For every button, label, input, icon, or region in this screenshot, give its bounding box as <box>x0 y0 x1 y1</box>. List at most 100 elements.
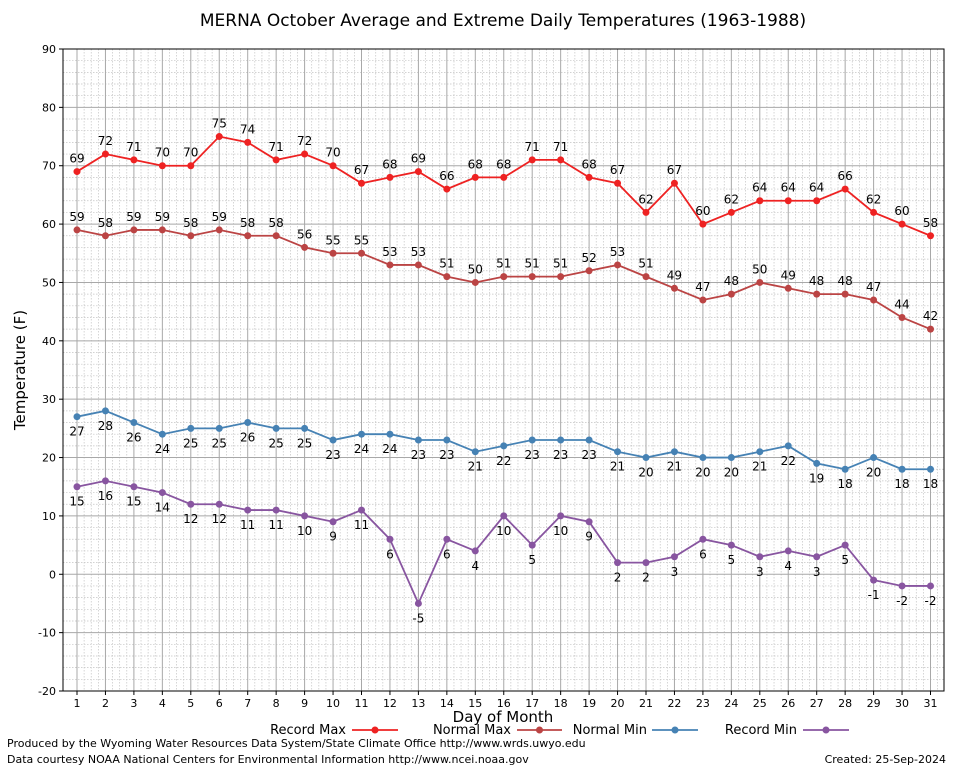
normal-min-point <box>670 448 678 456</box>
normal-min-point <box>130 419 138 427</box>
record-max-data-label: 64 <box>809 181 824 195</box>
record-max-point <box>870 208 878 216</box>
y-axis-label: Temperature (F) <box>11 310 29 431</box>
normal-max-point <box>813 290 821 298</box>
record-min-point <box>272 506 280 514</box>
record-max-point <box>614 179 622 187</box>
record-min-data-label: 5 <box>841 553 849 567</box>
legend-label-normal-max: Normal Max <box>433 723 511 738</box>
record-max-data-label: 74 <box>240 122 255 136</box>
normal-max-data-label: 47 <box>866 280 881 294</box>
normal-min-data-label: 20 <box>695 466 710 480</box>
record-min-data-label: 11 <box>354 518 369 532</box>
normal-min-data-label: 18 <box>923 477 938 491</box>
record-min-point <box>841 541 849 549</box>
record-min-point <box>500 512 508 520</box>
record-max-point <box>101 150 109 158</box>
normal-max-point <box>329 249 337 257</box>
record-min-point <box>528 541 536 549</box>
normal-max-point <box>727 290 735 298</box>
normal-min-data-label: 21 <box>468 460 483 474</box>
data-credit: Data courtesy NOAA National Centers for … <box>7 753 529 766</box>
normal-max-data-label: 50 <box>752 262 767 276</box>
record-min-point <box>898 582 906 590</box>
record-max-data-label: 60 <box>695 204 710 218</box>
record-max-data-label: 68 <box>496 157 511 171</box>
normal-max-data-label: 52 <box>581 251 596 265</box>
record-max-point <box>244 138 252 146</box>
x-tick-label: 9 <box>301 697 308 710</box>
record-min-data-label: 16 <box>98 489 113 503</box>
normal-max-data-label: 58 <box>240 216 255 230</box>
legend-marker-normal-min <box>671 726 679 734</box>
legend-label-record-min: Record Min <box>725 723 797 738</box>
record-max-data-label: 64 <box>752 181 767 195</box>
record-max-point <box>358 179 365 187</box>
record-min-point <box>471 547 479 555</box>
normal-min-data-label: 24 <box>354 442 369 456</box>
record-min-data-label: 3 <box>756 565 764 579</box>
normal-min-data-label: 19 <box>809 471 824 485</box>
normal-max-point <box>870 296 878 304</box>
normal-min-data-label: 23 <box>581 448 596 462</box>
minor-grid <box>63 49 944 691</box>
normal-min-data-label: 21 <box>610 460 625 474</box>
normal-min-data-label: 27 <box>69 425 84 439</box>
record-max-data-label: 71 <box>126 140 141 154</box>
y-axis-ticks: -20 -10 0 10 20 30 40 50 60 70 80 90 <box>38 43 63 698</box>
record-min-data-label: 3 <box>813 565 821 579</box>
record-min-data-label: 4 <box>471 559 479 573</box>
record-max-point <box>813 197 821 205</box>
record-max-point <box>670 179 678 187</box>
record-max-point <box>187 162 195 170</box>
record-max-point <box>585 173 593 181</box>
record-min-data-label: 5 <box>728 553 736 567</box>
normal-max-data-label: 59 <box>155 210 170 224</box>
normal-min-point <box>329 436 337 444</box>
x-tick-label: 8 <box>273 697 280 710</box>
record-min-data-label: 6 <box>699 547 707 561</box>
record-max-point <box>414 168 422 176</box>
record-max-data-label: 69 <box>69 152 84 166</box>
record-max-point <box>443 185 451 193</box>
normal-max-point <box>557 273 565 281</box>
record-min-data-label: 14 <box>155 501 170 515</box>
normal-min-point <box>471 448 479 456</box>
record-max-point <box>841 185 849 193</box>
normal-min-point <box>101 407 109 415</box>
record-min-data-label: 6 <box>386 547 394 561</box>
normal-min-data-label: 18 <box>838 477 853 491</box>
record-min-point <box>101 477 109 485</box>
record-max-data-label: 70 <box>155 146 170 160</box>
x-tick-label: 17 <box>525 697 539 710</box>
x-tick-label: 24 <box>724 697 738 710</box>
record-max-point <box>727 208 735 216</box>
record-min-point <box>585 518 593 526</box>
record-min-point <box>358 506 365 514</box>
normal-max-data-label: 48 <box>809 274 824 288</box>
normal-min-point <box>898 465 906 473</box>
normal-max-data-label: 51 <box>638 257 653 271</box>
record-max-data-label: 72 <box>297 134 312 148</box>
legend-marker-record-max <box>371 726 379 734</box>
normal-max-point <box>301 243 309 251</box>
x-tick-label: 19 <box>582 697 596 710</box>
normal-max-data-label: 50 <box>468 262 483 276</box>
record-max-point <box>386 173 394 181</box>
normal-max-data-label: 59 <box>212 210 227 224</box>
record-max-point <box>699 220 707 228</box>
x-tick-label: 7 <box>244 697 251 710</box>
record-max-point <box>642 208 650 216</box>
record-min-point <box>301 512 309 520</box>
normal-min-point <box>642 454 650 462</box>
x-tick-label: 31 <box>924 697 938 710</box>
record-max-data-label: 62 <box>638 192 653 206</box>
record-max-point <box>500 173 508 181</box>
normal-min-point <box>158 430 166 438</box>
normal-max-data-label: 58 <box>98 216 113 230</box>
y-tick-label: 80 <box>42 101 56 114</box>
normal-min-point <box>73 413 81 421</box>
normal-min-point <box>813 459 821 467</box>
x-tick-label: 4 <box>159 697 166 710</box>
record-min-point <box>414 599 422 607</box>
